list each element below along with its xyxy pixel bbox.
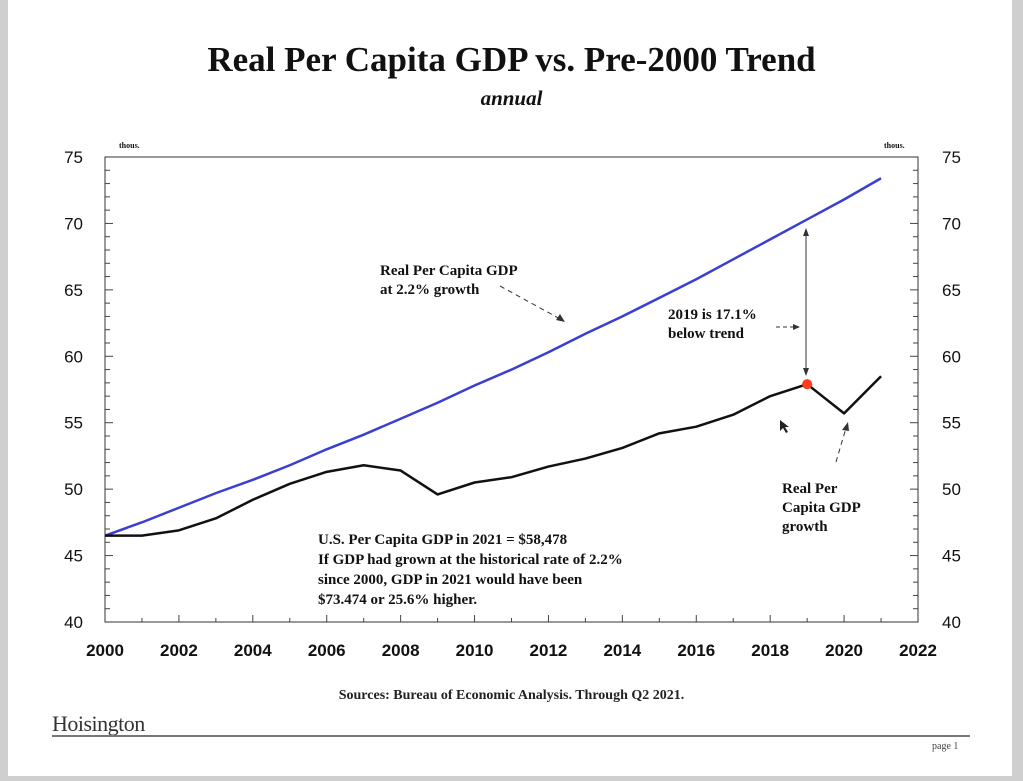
- trend-label-line: at 2.2% growth: [380, 282, 480, 298]
- gap-down-arrowhead-icon: [803, 368, 809, 376]
- x-tick-label: 2018: [751, 641, 789, 660]
- y-tick-label-right: 45: [942, 547, 961, 566]
- gap-up-arrowhead-icon: [803, 228, 809, 236]
- mouse-cursor-icon: [780, 420, 789, 433]
- y-unit-right: thous.: [884, 141, 905, 150]
- y-tick-label-left: 75: [64, 148, 83, 167]
- y-tick-label-right: 65: [942, 281, 961, 300]
- gap-label-line: 2019 is 17.1%: [668, 307, 757, 323]
- x-tick-label: 2002: [160, 641, 198, 660]
- x-tick-label: 2004: [234, 641, 272, 660]
- x-tick-label: 2012: [530, 641, 568, 660]
- x-tick-label: 2008: [382, 641, 420, 660]
- trend-label: Real Per Capita GDP at 2.2% growth: [380, 262, 518, 300]
- actual-gdp-line: [105, 375, 882, 537]
- axis-ticks: [105, 169, 918, 622]
- trend-label-line: Real Per Capita GDP: [380, 263, 518, 279]
- gap-arrowhead-icon: [793, 324, 800, 330]
- note-line: If GDP had grown at the historical rate …: [318, 552, 623, 568]
- x-tick-label: 2020: [825, 641, 863, 660]
- y-tick-label-left: 70: [64, 214, 83, 233]
- summary-note: U.S. Per Capita GDP in 2021 = $58,478 If…: [318, 530, 623, 610]
- note-line: since 2000, GDP in 2021 would have been: [318, 572, 583, 588]
- y-tick-label-left: 45: [64, 547, 83, 566]
- y-tick-label-left: 60: [64, 347, 83, 366]
- actual-arrowhead-icon: [842, 422, 849, 431]
- y-tick-label-right: 40: [942, 613, 961, 632]
- chart-subtitle: annual: [480, 86, 543, 110]
- note-line: U.S. Per Capita GDP in 2021 = $58,478: [318, 532, 568, 548]
- gap-label-line: below trend: [668, 326, 744, 342]
- actual-label-line: Real Per: [782, 481, 838, 497]
- x-tick-label: 2000: [86, 641, 124, 660]
- actual-label-line: growth: [782, 519, 828, 535]
- x-tick-label: 2014: [603, 641, 641, 660]
- actual-label: Real Per Capita GDP growth: [782, 480, 861, 537]
- y-tick-label-left: 55: [64, 414, 83, 433]
- y-tick-label-right: 50: [942, 480, 961, 499]
- source-note: Sources: Bureau of Economic Analysis. Th…: [338, 688, 685, 703]
- slide: [8, 0, 1012, 776]
- actual-label-line: Capita GDP: [782, 500, 861, 516]
- x-tick-label: 2016: [677, 641, 715, 660]
- y-tick-label-left: 65: [64, 281, 83, 300]
- note-line: $73.474 or 25.6% higher.: [318, 592, 478, 608]
- y-unit-left: thous.: [119, 141, 140, 150]
- page-number: page 1: [932, 741, 959, 752]
- chart-title: Real Per Capita GDP vs. Pre-2000 Trend: [207, 40, 816, 79]
- y-tick-label-left: 50: [64, 480, 83, 499]
- gap-label: 2019 is 17.1% below trend: [668, 306, 757, 344]
- y-tick-label-right: 75: [942, 148, 961, 167]
- trend-label-arrow: [499, 285, 563, 321]
- axis-labels: 40 40 45 45 50 50 55 55 60 60 65 65 70 70 75 75 2000 2002…: [64, 148, 961, 660]
- y-tick-label-right: 55: [942, 414, 961, 433]
- footer-divider: [52, 735, 970, 737]
- y-tick-label-right: 60: [942, 347, 961, 366]
- x-tick-label: 2022: [899, 641, 937, 660]
- highlight-point-2019: [802, 379, 813, 390]
- x-tick-label: 2010: [456, 641, 494, 660]
- x-tick-label: 2006: [308, 641, 346, 660]
- y-tick-label-left: 40: [64, 613, 83, 632]
- trend-arrowhead-icon: [556, 314, 565, 322]
- series-lines: [104, 177, 882, 537]
- trend-line: [104, 177, 882, 537]
- actual-label-arrow: [835, 427, 847, 463]
- hoisington-logo: Hoisington: [52, 711, 145, 736]
- y-tick-label-right: 70: [942, 214, 961, 233]
